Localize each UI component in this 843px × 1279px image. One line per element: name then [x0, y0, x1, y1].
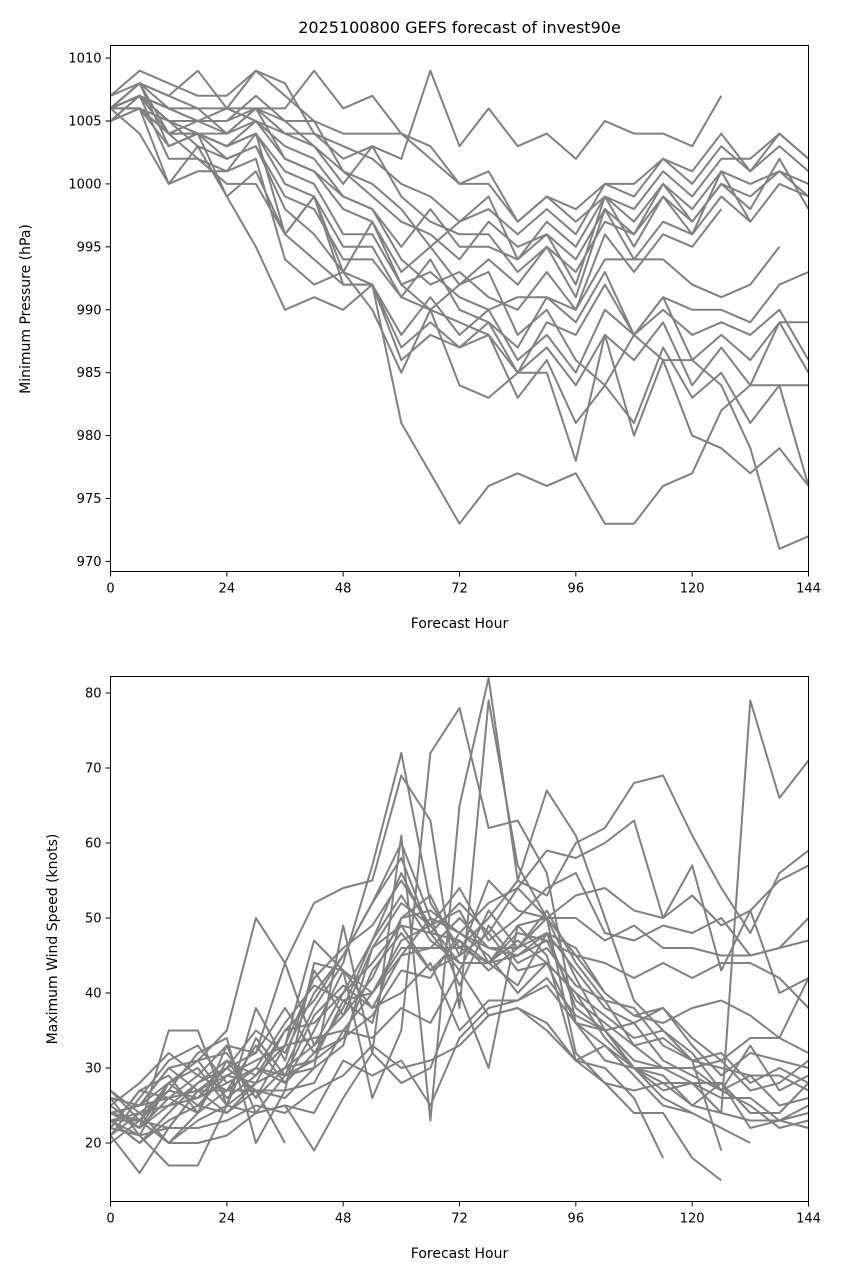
pressure-series-line-m19: [109, 107, 809, 550]
pressure-chart: 2025100800 GEFS forecast of invest90e 0 2…: [18, 18, 821, 632]
pressure-x-tick-label: 120: [680, 582, 705, 597]
pressure-x-tick-label: 48: [335, 582, 352, 597]
pressure-y-tick-label: 995: [77, 240, 102, 255]
pressure-y-tick-label: 1000: [68, 177, 101, 192]
wind-x-tick-label: 120: [680, 1212, 705, 1227]
pressure-series-line-m12: [110, 107, 809, 349]
pressure-series-line-m05: [110, 94, 810, 261]
pressure-y-tick-label: 970: [77, 555, 102, 570]
wind-series-line-m21: [109, 984, 751, 1144]
pressure-series-line-m09: [110, 107, 751, 299]
pressure-series-line-m18: [110, 107, 810, 525]
pressure-x-axis-label: Forecast Hour: [411, 616, 509, 632]
wind-y-ticks: 20 30 40 50 60 70 80: [85, 687, 111, 1152]
pressure-x-tick-label: 24: [219, 582, 236, 597]
wind-x-tick-label: 0: [106, 1212, 114, 1227]
wind-x-tick-label: 72: [451, 1212, 468, 1227]
wind-x-ticks: 0 24 48 72 96 120 144: [106, 1201, 821, 1227]
wind-series-line-m25: [110, 707, 693, 1144]
pressure-y-tick-label: 975: [77, 492, 102, 507]
wind-y-tick-label: 20: [85, 1137, 102, 1152]
pressure-x-tick-label: 72: [451, 582, 468, 597]
pressure-y-tick-label: 990: [77, 303, 102, 318]
wind-x-tick-label: 48: [335, 1212, 352, 1227]
wind-series-line-m26: [110, 1067, 286, 1144]
pressure-series-line-m01: [109, 69, 723, 160]
wind-y-axis-label: Maximum Wind Speed (knots): [45, 834, 61, 1045]
wind-x-tick-label: 96: [568, 1212, 585, 1227]
wind-x-tick-label: 144: [796, 1212, 821, 1227]
wind-y-tick-label: 40: [85, 987, 102, 1002]
wind-series-line-m17: [109, 939, 809, 1144]
pressure-x-tick-label: 96: [568, 582, 585, 597]
pressure-y-tick-label: 1005: [68, 115, 101, 130]
pressure-y-tick-label: 980: [77, 429, 102, 444]
wind-x-axis-label: Forecast Hour: [411, 1246, 509, 1262]
wind-series-line-m10: [109, 917, 809, 1122]
wind-y-tick-label: 60: [85, 837, 102, 852]
pressure-series-layer: [109, 69, 810, 550]
pressure-y-ticks: 970 975 980 985 990 995 1000 1005 1010: [68, 52, 111, 570]
wind-y-tick-label: 70: [85, 762, 102, 777]
pressure-y-tick-label: 985: [77, 366, 102, 381]
wind-x-tick-label: 24: [219, 1212, 236, 1227]
wind-y-tick-label: 80: [85, 687, 102, 702]
pressure-x-tick-label: 0: [106, 582, 114, 597]
pressure-y-tick-label: 1010: [68, 52, 101, 67]
wind-series-line-m04: [110, 872, 810, 1129]
wind-chart: 0 24 48 72 96 120 144 20 30 40 50 60 70 80 Forecast …: [45, 676, 821, 1262]
pressure-y-axis-label: Minimum Pressure (hPa): [18, 224, 34, 394]
wind-series-line-m22: [109, 924, 664, 1159]
pressure-series-line-m16: [110, 94, 809, 424]
pressure-x-ticks: 0 24 48 72 96 120 144: [106, 571, 821, 597]
wind-y-tick-label: 30: [85, 1062, 102, 1077]
wind-series-layer: [109, 677, 810, 1182]
wind-y-tick-label: 50: [85, 912, 102, 927]
pressure-x-tick-label: 144: [796, 582, 821, 597]
pressure-series-line-m10: [110, 94, 723, 311]
pressure-chart-title: 2025100800 GEFS forecast of invest90e: [298, 18, 621, 37]
wind-series-line-m20: [109, 1007, 809, 1174]
